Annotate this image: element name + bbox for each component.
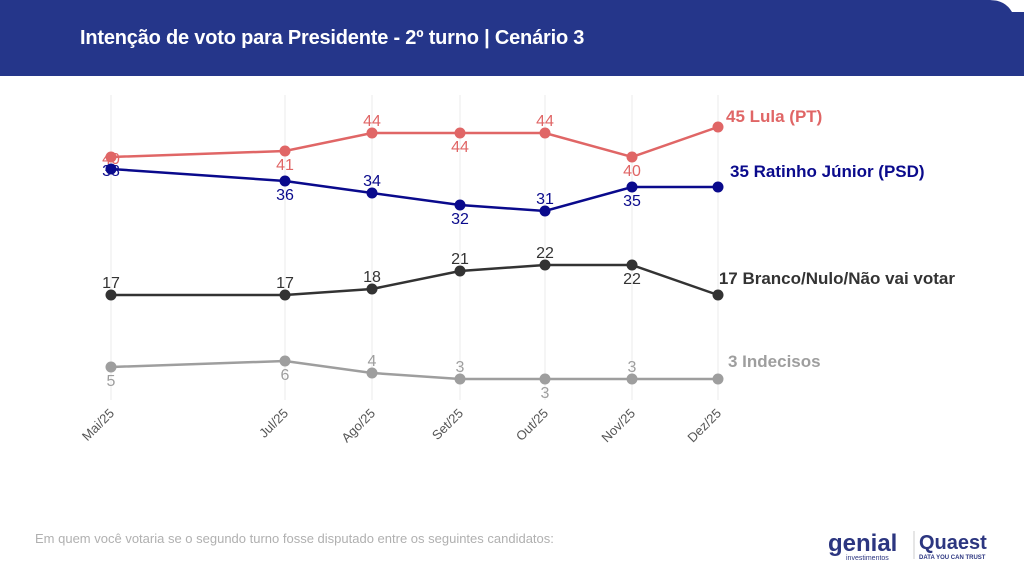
data-point bbox=[105, 151, 117, 163]
data-label: 35 bbox=[623, 193, 641, 210]
data-label: 32 bbox=[451, 211, 469, 228]
data-label: 17 bbox=[276, 275, 294, 292]
data-point bbox=[712, 373, 724, 385]
data-point bbox=[279, 145, 291, 157]
data-point bbox=[539, 205, 551, 217]
data-point bbox=[626, 151, 638, 163]
data-point bbox=[366, 283, 378, 295]
data-point bbox=[366, 187, 378, 199]
line-chart: Mai/25 Jul/25 Ago/25 Set/25 Out/25 Nov/25 Dez/… bbox=[79, 95, 956, 446]
data-label: 44 bbox=[536, 113, 554, 130]
data-point bbox=[626, 181, 638, 193]
data-label: 18 bbox=[363, 269, 381, 286]
data-point bbox=[105, 361, 117, 373]
data-label: 17 bbox=[102, 275, 120, 292]
genial-quaest-logo: genial investimentos Quaest DATA YOU CAN… bbox=[828, 530, 987, 562]
x-tick-label: Mai/25 bbox=[79, 406, 117, 444]
data-point bbox=[539, 259, 551, 271]
data-point bbox=[366, 127, 378, 139]
data-label: 44 bbox=[363, 113, 381, 130]
data-point bbox=[454, 199, 466, 211]
series-end-label: 45 Lula (PT) bbox=[726, 107, 822, 126]
data-label: 21 bbox=[451, 251, 469, 268]
x-tick-label: Set/25 bbox=[429, 406, 466, 443]
data-point bbox=[454, 127, 466, 139]
data-point bbox=[454, 265, 466, 277]
data-point bbox=[626, 259, 638, 271]
x-tick-label: Nov/25 bbox=[598, 406, 638, 446]
series-end-label: 17 Branco/Nulo/Não vai votar bbox=[719, 269, 956, 288]
quaest-logo-sub: DATA YOU CAN TRUST bbox=[919, 555, 986, 561]
data-label: 40 bbox=[623, 163, 641, 180]
genial-logo-sub: investimentos bbox=[846, 555, 889, 562]
data-point bbox=[539, 127, 551, 139]
data-label: 3 bbox=[628, 359, 637, 376]
data-label: 4 bbox=[368, 353, 377, 370]
data-point bbox=[279, 289, 291, 301]
data-point bbox=[626, 373, 638, 385]
x-tick-label: Dez/25 bbox=[684, 406, 724, 446]
data-label: 36 bbox=[276, 187, 294, 204]
footer-note: Em quem você votaria se o segundo turno … bbox=[35, 531, 554, 546]
page-title: Intenção de voto para Presidente - 2º tu… bbox=[80, 27, 585, 49]
x-tick-label: Ago/25 bbox=[338, 406, 378, 446]
data-point bbox=[454, 373, 466, 385]
data-point bbox=[105, 163, 117, 175]
x-tick-label: Out/25 bbox=[513, 406, 551, 444]
x-tick-label: Jul/25 bbox=[256, 406, 291, 441]
header-banner bbox=[0, 0, 1024, 76]
data-point bbox=[279, 355, 291, 367]
data-label: 44 bbox=[451, 139, 469, 156]
data-label: 41 bbox=[276, 157, 294, 174]
data-label: 3 bbox=[541, 385, 550, 402]
data-point bbox=[712, 181, 724, 193]
data-label: 34 bbox=[363, 173, 381, 190]
data-label: 22 bbox=[623, 271, 641, 288]
series-line-0 bbox=[110, 125, 719, 159]
data-label: 22 bbox=[536, 245, 554, 262]
series-end-label: 35 Ratinho Júnior (PSD) bbox=[730, 162, 925, 181]
data-point bbox=[539, 373, 551, 385]
data-label: 6 bbox=[281, 367, 290, 384]
data-label: 3 bbox=[456, 359, 465, 376]
genial-logo-text: genial bbox=[828, 530, 897, 557]
data-label: 38 bbox=[102, 163, 120, 180]
data-label: 5 bbox=[107, 373, 116, 390]
series-end-label: 3 Indecisos bbox=[728, 352, 821, 371]
data-point bbox=[279, 175, 291, 187]
data-point bbox=[105, 289, 117, 301]
data-point bbox=[712, 121, 724, 133]
data-point bbox=[712, 289, 724, 301]
quaest-logo-text: Quaest bbox=[919, 532, 987, 554]
data-point bbox=[366, 367, 378, 379]
data-label: 31 bbox=[536, 191, 554, 208]
data-label: 40 bbox=[102, 151, 120, 168]
